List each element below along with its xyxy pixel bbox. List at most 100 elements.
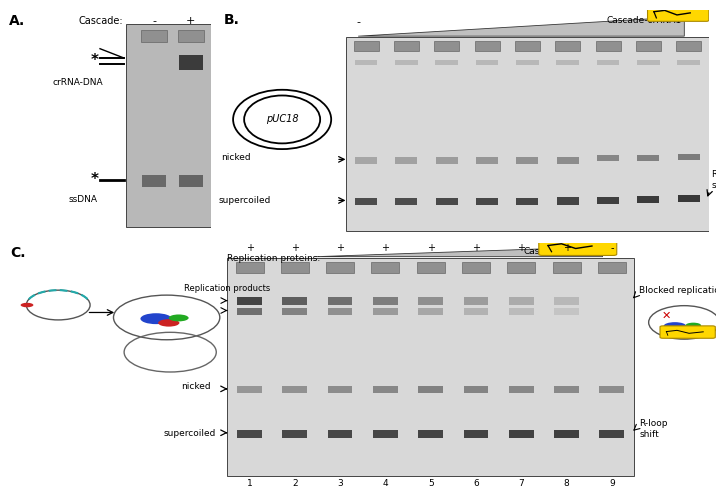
Text: +: + [186, 16, 195, 26]
Bar [178, 55, 203, 70]
FancyBboxPatch shape [538, 236, 616, 255]
Bar [597, 155, 619, 161]
Bar [476, 198, 498, 205]
Text: ✕: ✕ [662, 311, 671, 321]
Bar [516, 198, 538, 205]
Bar [395, 157, 417, 164]
Bar [557, 197, 579, 205]
Circle shape [158, 319, 180, 326]
Bar [328, 308, 352, 315]
FancyBboxPatch shape [647, 2, 709, 21]
Bar [283, 430, 307, 438]
Circle shape [140, 313, 172, 324]
Text: pUC18: pUC18 [266, 115, 299, 124]
Text: 8: 8 [563, 479, 569, 488]
Bar [237, 430, 262, 438]
Bar [373, 308, 398, 315]
Bar [237, 308, 262, 315]
Text: +: + [382, 243, 390, 253]
Text: 6: 6 [473, 479, 479, 488]
Bar [328, 430, 352, 438]
Bar [556, 60, 579, 65]
Bar [637, 60, 659, 65]
Text: +: + [472, 243, 480, 253]
Circle shape [169, 314, 188, 321]
Bar [418, 386, 443, 393]
Bar [636, 41, 661, 51]
Text: A.: A. [9, 14, 26, 28]
Text: -: - [152, 16, 156, 26]
Bar [395, 60, 417, 65]
Polygon shape [358, 17, 684, 36]
Text: 3: 3 [337, 479, 343, 488]
Circle shape [664, 322, 686, 330]
Bar [346, 37, 709, 231]
Polygon shape [316, 247, 603, 257]
Text: +: + [291, 243, 299, 253]
Bar [125, 24, 211, 227]
Bar [677, 60, 700, 65]
Circle shape [679, 326, 694, 332]
Bar [326, 262, 354, 273]
Bar [355, 198, 377, 205]
Bar [141, 30, 168, 42]
Text: nicked: nicked [181, 382, 211, 391]
Text: 5: 5 [428, 479, 434, 488]
Bar [515, 41, 540, 51]
Bar [509, 308, 533, 315]
Bar [395, 198, 417, 205]
Bar [283, 308, 307, 315]
Text: Replication products: Replication products [185, 284, 271, 293]
Bar [283, 386, 307, 393]
Bar [178, 30, 204, 42]
Text: supercoiled: supercoiled [218, 196, 271, 205]
Bar [516, 157, 538, 164]
Bar [237, 386, 262, 393]
Bar [516, 60, 538, 65]
Bar [554, 430, 579, 438]
Bar [554, 308, 579, 315]
Bar [236, 262, 263, 273]
Text: +: + [517, 243, 526, 253]
Bar [372, 262, 400, 273]
Text: 4: 4 [382, 479, 388, 488]
Bar [553, 262, 581, 273]
Bar [142, 175, 166, 186]
Bar [355, 157, 377, 164]
Bar [227, 258, 634, 476]
Bar [554, 386, 579, 393]
Text: *: * [91, 173, 99, 187]
Bar [555, 41, 580, 51]
Text: 9: 9 [609, 479, 615, 488]
Bar [509, 297, 533, 305]
Bar [599, 430, 624, 438]
Text: 1: 1 [247, 479, 253, 488]
Bar [435, 60, 458, 65]
Text: C.: C. [11, 246, 26, 259]
Text: 7: 7 [518, 479, 524, 488]
Bar [418, 308, 443, 315]
Text: Blocked replication: Blocked replication [639, 286, 716, 295]
Text: +: + [427, 243, 435, 253]
Bar [554, 297, 579, 305]
Text: supercoiled: supercoiled [163, 429, 216, 438]
Text: Replication proteins:: Replication proteins: [227, 254, 320, 263]
Text: Cascade-crRNA1: Cascade-crRNA1 [606, 16, 682, 25]
Text: Cascade:: Cascade: [79, 16, 123, 26]
Bar [509, 386, 533, 393]
Text: +: + [563, 243, 571, 253]
Bar [178, 175, 203, 186]
Bar [281, 262, 309, 273]
Bar [637, 155, 659, 161]
Bar [464, 297, 488, 305]
Bar [596, 41, 621, 51]
Bar [599, 386, 624, 393]
Circle shape [21, 303, 34, 307]
Bar [328, 297, 352, 305]
Bar [509, 430, 533, 438]
Bar [418, 430, 443, 438]
Bar [417, 262, 445, 273]
Bar [354, 41, 379, 51]
Text: ssDNA: ssDNA [69, 195, 97, 204]
FancyBboxPatch shape [660, 326, 715, 338]
